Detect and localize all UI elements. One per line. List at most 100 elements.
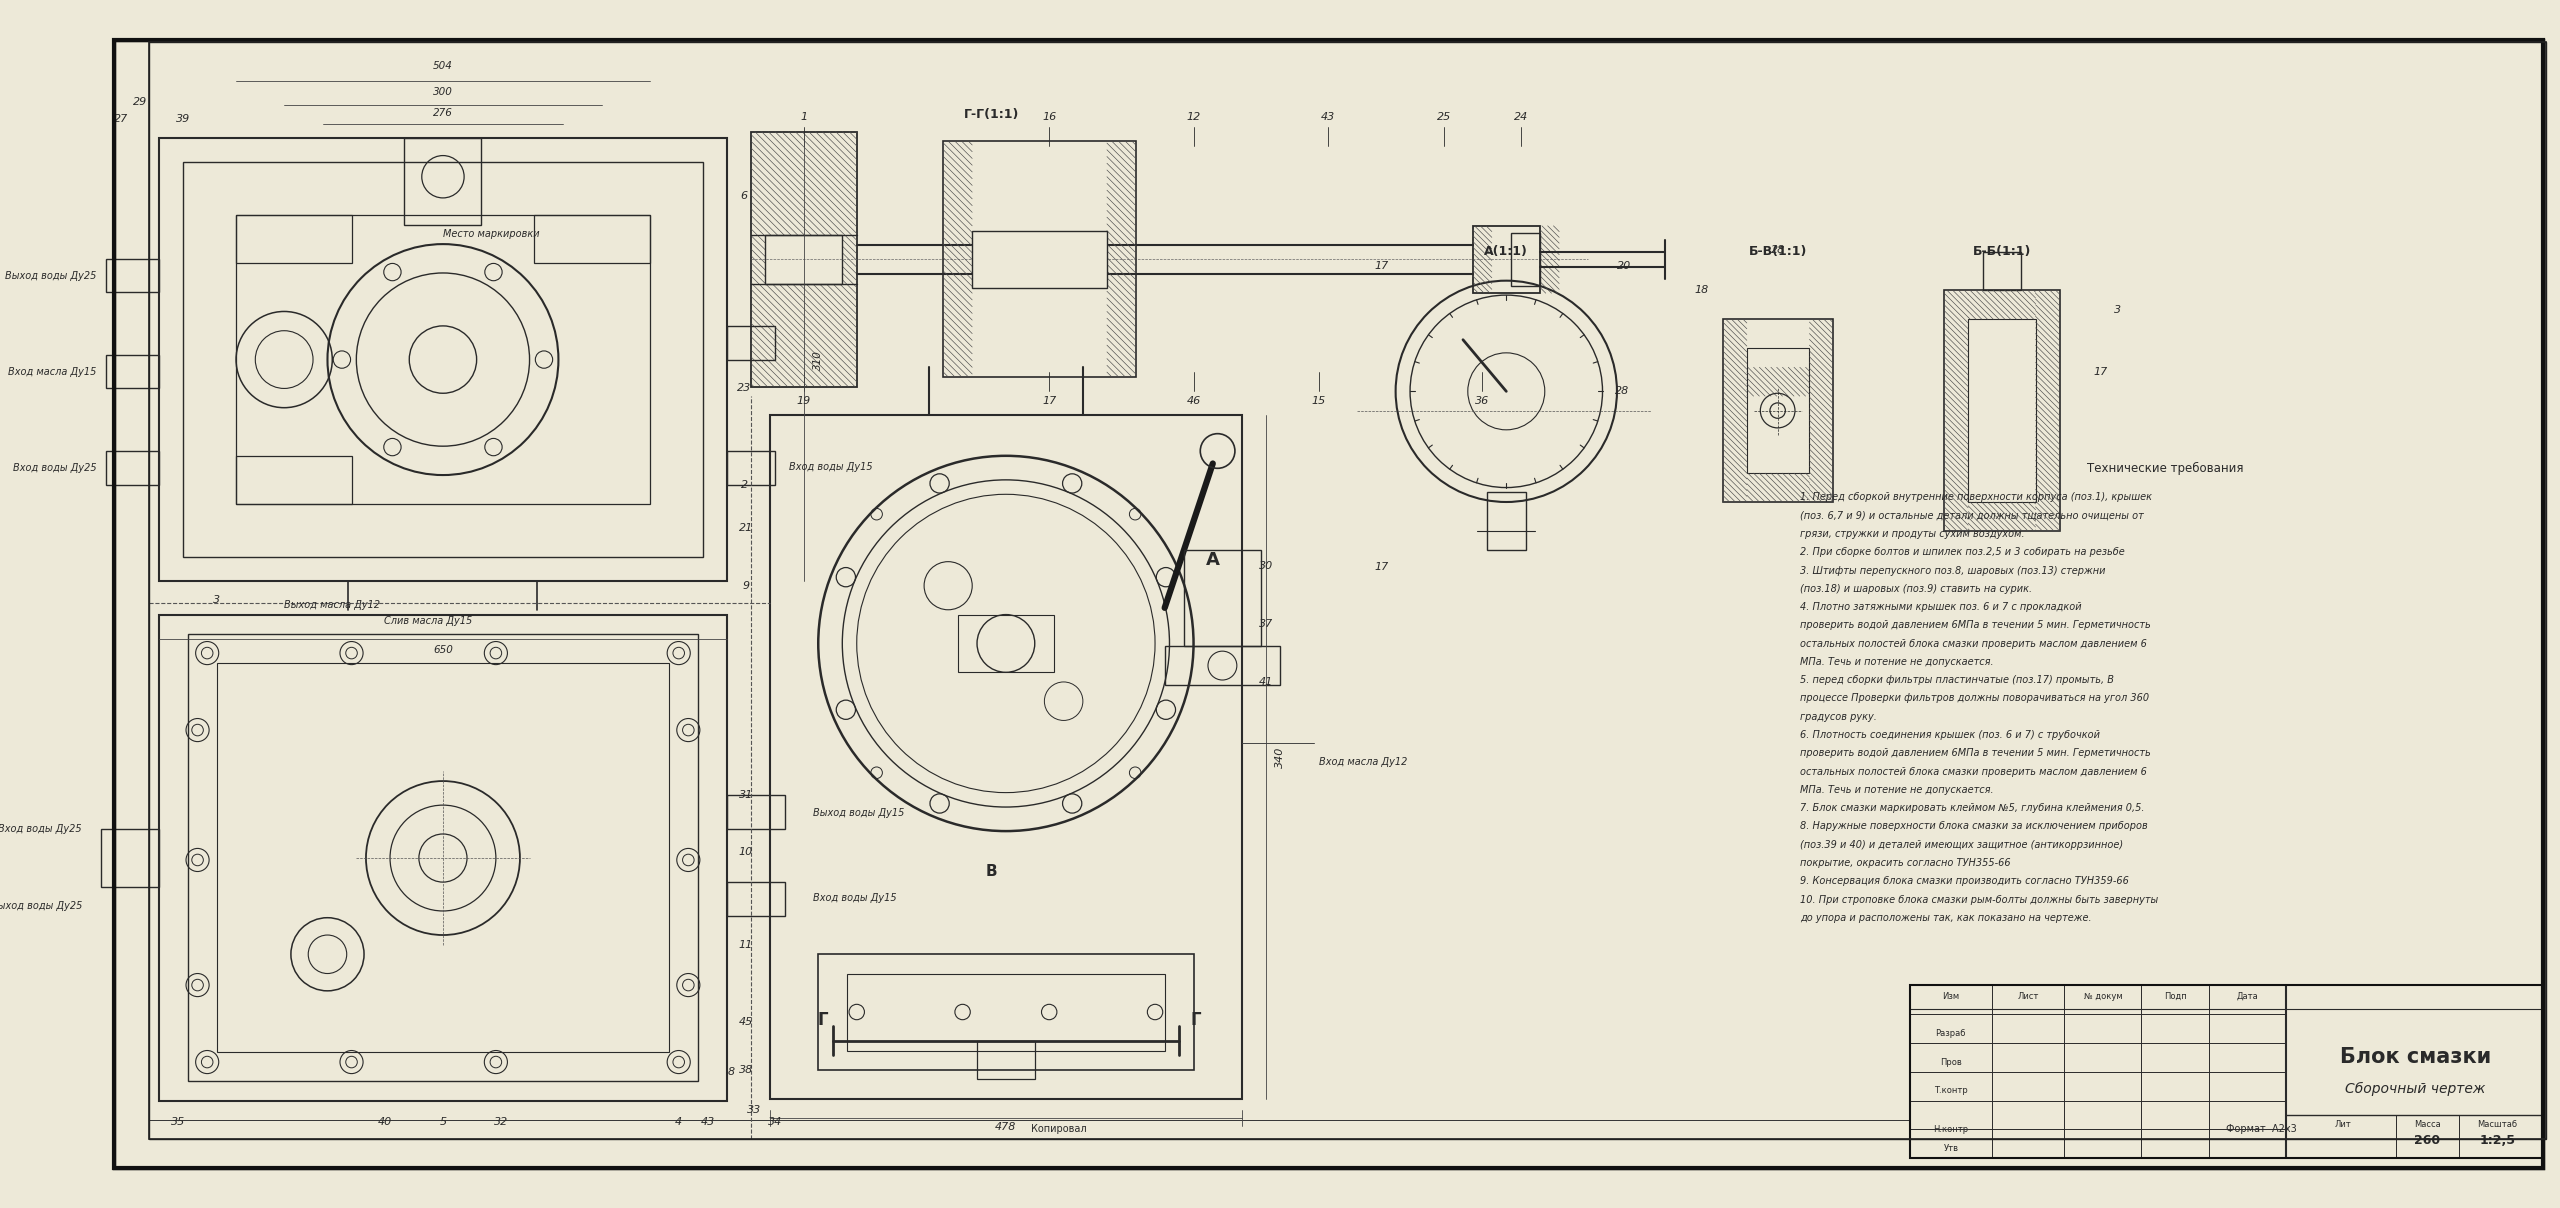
Bar <box>765 236 842 284</box>
Text: 32: 32 <box>494 1116 507 1127</box>
Bar <box>105 355 159 389</box>
Bar <box>184 162 704 557</box>
Text: 15: 15 <box>1311 396 1326 406</box>
Text: Дата: Дата <box>2237 992 2258 1001</box>
Text: 34: 34 <box>768 1116 781 1127</box>
Text: 39: 39 <box>177 114 189 124</box>
Text: 11: 11 <box>740 940 753 949</box>
Text: 43: 43 <box>701 1116 714 1127</box>
Text: 38: 38 <box>740 1064 753 1075</box>
Bar <box>1981 251 2020 290</box>
Text: Утв: Утв <box>1943 1144 1958 1154</box>
Text: Вход масла Ду12: Вход масла Ду12 <box>1318 756 1408 767</box>
Text: 33: 33 <box>748 1105 760 1115</box>
Text: 10. При строповке блока смазки рым-болты должны быть завернуты: 10. При строповке блока смазки рым-болты… <box>1800 895 2158 905</box>
Bar <box>727 796 783 829</box>
Bar <box>159 615 727 1100</box>
Text: Лит: Лит <box>2335 1120 2353 1129</box>
Text: остальных полостей блока смазки проверить маслом давлением 6: остальных полостей блока смазки проверит… <box>1800 767 2148 777</box>
Text: остальных полостей блока смазки проверить маслом давлением 6: остальных полостей блока смазки проверит… <box>1800 639 2148 649</box>
Text: 5: 5 <box>440 1116 445 1127</box>
Text: до упора и расположены так, как показано на чертеже.: до упора и расположены так, как показано… <box>1800 913 2092 923</box>
Text: 12: 12 <box>1185 112 1201 122</box>
Bar <box>1746 348 1810 474</box>
Bar <box>404 138 481 225</box>
Text: 46: 46 <box>1185 396 1201 406</box>
Text: 2. При сборке болтов и шпилек поз.2,5 и 3 собирать на резьбе: 2. При сборке болтов и шпилек поз.2,5 и … <box>1800 547 2125 557</box>
Bar <box>159 138 727 581</box>
Text: Выход масла Ду12: Выход масла Ду12 <box>284 600 381 610</box>
Text: 1:2,5: 1:2,5 <box>2481 1134 2516 1148</box>
Bar <box>535 215 650 263</box>
Text: 9. Консервация блока смазки производить согласно ТУН359-66: 9. Консервация блока смазки производить … <box>1800 876 2130 887</box>
Text: 28: 28 <box>1772 245 1784 255</box>
Text: 29: 29 <box>133 97 146 106</box>
Text: Т.контр: Т.контр <box>1933 1086 1969 1096</box>
Text: 5. перед сборки фильтры пластинчатые (поз.17) промыть, В: 5. перед сборки фильтры пластинчатые (по… <box>1800 675 2115 685</box>
Text: 24: 24 <box>1513 112 1528 122</box>
Text: Г-Г(1:1): Г-Г(1:1) <box>963 108 1019 121</box>
Text: 41: 41 <box>1260 676 1272 687</box>
Text: 20: 20 <box>1618 261 1631 272</box>
Text: 3: 3 <box>2115 304 2120 314</box>
Text: Вход воды Ду15: Вход воды Ду15 <box>814 894 896 904</box>
Text: Г: Г <box>1190 1011 1201 1029</box>
Text: 6. Плотность соединения крышек (поз. 6 и 7) с трубочкой: 6. Плотность соединения крышек (поз. 6 и… <box>1800 730 2099 741</box>
Text: покрытие, окрасить согласно ТУН355-66: покрытие, окрасить согласно ТУН355-66 <box>1800 858 2010 869</box>
Text: 27: 27 <box>113 114 128 124</box>
Bar <box>105 451 159 484</box>
Text: 478: 478 <box>996 1122 1016 1132</box>
Text: проверить водой давлением 6МПа в течении 5 мин. Герметичность: проверить водой давлением 6МПа в течении… <box>1800 621 2150 631</box>
Text: Выход воды Ду15: Выход воды Ду15 <box>814 808 904 818</box>
Text: 3: 3 <box>212 596 220 605</box>
Bar <box>1910 985 2542 1158</box>
Text: 340: 340 <box>1275 747 1285 768</box>
Text: Н.контр: Н.контр <box>1933 1125 1969 1134</box>
Text: 260: 260 <box>2414 1134 2440 1148</box>
Text: 18: 18 <box>1695 285 1708 295</box>
Text: 310: 310 <box>814 349 824 370</box>
Text: 36: 36 <box>1475 396 1490 406</box>
Bar <box>236 215 351 263</box>
Text: Выход воды Ду25: Выход воды Ду25 <box>0 901 82 911</box>
Text: 16: 16 <box>1042 112 1057 122</box>
Text: Блок смазки: Блок смазки <box>2340 1047 2491 1067</box>
Bar <box>1510 233 1541 286</box>
Text: 35: 35 <box>172 1116 184 1127</box>
Text: 8: 8 <box>727 1067 735 1076</box>
Bar <box>957 615 1055 673</box>
Text: 17: 17 <box>2094 367 2107 377</box>
Text: Пров: Пров <box>1940 1057 1961 1067</box>
Text: 17: 17 <box>1375 261 1388 272</box>
Text: Подп: Подп <box>2163 992 2186 1001</box>
Text: МПа. Течь и потение не допускается.: МПа. Течь и потение не допускается. <box>1800 785 1994 795</box>
Text: Вход воды Ду25: Вход воды Ду25 <box>13 464 97 474</box>
Bar <box>819 954 1193 1070</box>
Text: МПа. Течь и потение не допускается.: МПа. Течь и потение не допускается. <box>1800 657 1994 667</box>
Text: 1. Перед сборкой внутренние поверхности корпуса (поз.1), крышек: 1. Перед сборкой внутренние поверхности … <box>1800 493 2153 503</box>
Bar <box>978 1041 1034 1080</box>
Bar <box>105 259 159 292</box>
Text: A: A <box>1206 551 1219 569</box>
Bar <box>1969 319 2035 503</box>
Bar <box>1472 226 1541 294</box>
Text: 45: 45 <box>740 1017 753 1027</box>
Bar <box>771 416 1242 1098</box>
Text: Выход воды Ду25: Выход воды Ду25 <box>5 271 97 281</box>
Text: Слив масла Ду15: Слив масла Ду15 <box>384 616 474 626</box>
Text: Формат  А2х3: Формат А2х3 <box>2227 1125 2296 1134</box>
Bar <box>236 455 351 504</box>
Text: 2: 2 <box>740 480 748 489</box>
Text: (поз.18) и шаровых (поз.9) ставить на сурик.: (поз.18) и шаровых (поз.9) ставить на су… <box>1800 583 2033 594</box>
Text: 17: 17 <box>1042 396 1057 406</box>
Text: 23: 23 <box>737 383 750 394</box>
Bar <box>727 326 776 360</box>
Text: А(1:1): А(1:1) <box>1485 245 1528 259</box>
Bar <box>1943 290 2061 530</box>
Text: Технические требования: Технические требования <box>2086 461 2243 475</box>
Text: Лист: Лист <box>2017 992 2038 1001</box>
Text: Б-Б(1:1): Б-Б(1:1) <box>1974 245 2030 259</box>
Bar <box>1487 493 1526 550</box>
Text: 10: 10 <box>740 847 753 858</box>
Text: процессе Проверки фильтров должны поворачиваться на угол 360: процессе Проверки фильтров должны повора… <box>1800 693 2148 703</box>
